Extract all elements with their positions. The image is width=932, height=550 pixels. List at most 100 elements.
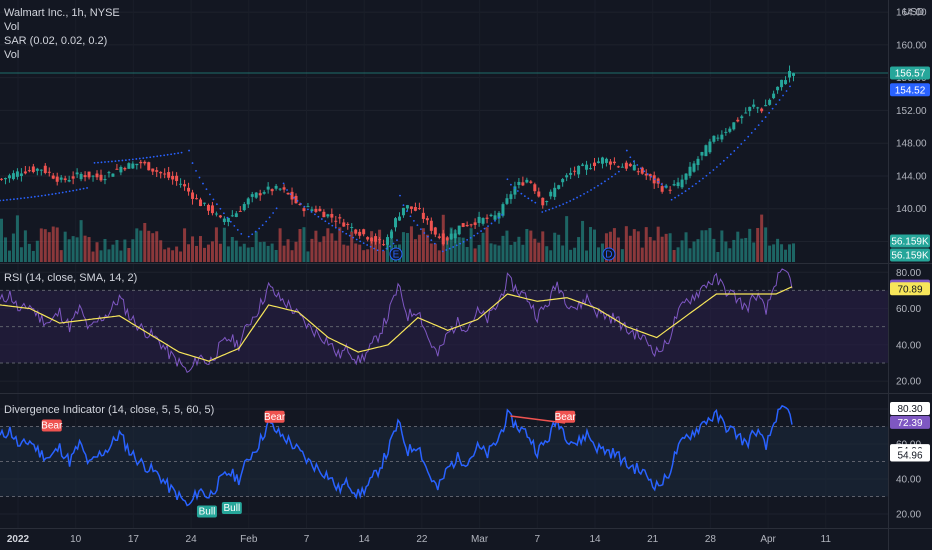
volume-bar (553, 232, 557, 262)
indicator-sar[interactable]: SAR (0.02, 0.02, 0.2) (4, 35, 108, 47)
volume-bar (318, 242, 322, 262)
candle (636, 171, 640, 173)
candle (258, 193, 262, 196)
sar-dot (726, 156, 729, 159)
price-tick-label: 140.00 (896, 204, 927, 215)
chart-title[interactable]: Walmart Inc., 1h, NYSE (4, 7, 120, 19)
sar-dot (483, 227, 486, 230)
candle (553, 187, 557, 197)
candle (250, 194, 254, 197)
volume-bar (521, 244, 525, 262)
sar-dot (625, 149, 628, 152)
sar-dot (617, 170, 620, 173)
volume-bar (242, 243, 246, 262)
time-tick-label: Apr (760, 534, 776, 545)
divergence-title[interactable]: Divergence Indicator (14, close, 5, 5, 6… (4, 404, 215, 416)
bull-label-box[interactable] (196, 505, 217, 518)
divergence-plain-tag-box[interactable] (890, 401, 930, 415)
volume-bar (660, 236, 664, 262)
bear-label-box[interactable] (555, 410, 576, 423)
currency-label[interactable]: USD (903, 7, 925, 18)
volume-tag-2-box[interactable] (890, 248, 930, 262)
candle (87, 171, 91, 178)
sar-dot (33, 195, 36, 198)
volume-bar (43, 229, 47, 262)
price-price-tag-box[interactable] (890, 66, 930, 80)
candle (585, 164, 589, 170)
sar-dot (426, 235, 429, 238)
sar-dot (173, 152, 176, 155)
candle (103, 178, 107, 181)
volume-bar (604, 233, 608, 262)
sar-dot (40, 194, 43, 197)
sar-dot (469, 236, 472, 239)
event-marker[interactable] (389, 247, 403, 261)
volume-bar (115, 239, 119, 262)
volume-bar (326, 228, 330, 262)
volume-tag-box[interactable] (890, 234, 930, 248)
candle (509, 194, 513, 200)
volume-bar (509, 244, 513, 262)
volume-bar (497, 245, 501, 262)
candle (366, 237, 370, 240)
divergence-plain-tag-box[interactable] (890, 448, 930, 462)
sar-dot (268, 216, 271, 219)
candle (792, 73, 795, 76)
sar-dot (396, 239, 398, 242)
candle (175, 175, 179, 182)
sar-dot (195, 169, 197, 172)
volume-bar (342, 244, 346, 262)
sar-dot (688, 187, 690, 190)
time-tick-label: 14 (359, 534, 371, 545)
volume-bar (286, 239, 290, 262)
candle (242, 204, 246, 211)
candle (493, 215, 497, 220)
volume-bar (390, 230, 394, 262)
volume-bar (537, 242, 541, 262)
sar-dot (743, 139, 746, 142)
bear-label: Bear (41, 421, 63, 432)
volume-bar (31, 250, 35, 262)
sar-dot (544, 209, 547, 212)
sar-dot (258, 227, 261, 230)
candle (708, 141, 712, 153)
candle (123, 168, 127, 170)
rsi-ma-tag-box[interactable] (890, 282, 930, 296)
sar-dot (670, 198, 673, 201)
event-marker[interactable] (602, 247, 616, 261)
candle (728, 128, 732, 132)
bull-label-box[interactable] (221, 502, 242, 514)
sar-dot (789, 85, 791, 88)
candle (760, 108, 764, 112)
sar-price-tag-box[interactable] (890, 83, 930, 97)
indicator-vol[interactable]: Vol (4, 21, 20, 33)
time-tick-label: 10 (70, 534, 82, 545)
volume-bar (712, 238, 716, 262)
bear-label-box[interactable] (264, 410, 285, 423)
candle (748, 106, 752, 112)
volume-tag-2: 56.159K (891, 251, 929, 262)
candle (294, 195, 298, 204)
sar-dot (709, 172, 711, 174)
sar-dot (660, 183, 663, 186)
volume-bar (728, 248, 732, 262)
volume-bar (298, 229, 302, 262)
sar-dot (117, 159, 120, 162)
bear-label-box[interactable] (41, 419, 62, 432)
rsi-title[interactable]: RSI (14, close, SMA, 14, 2) (4, 272, 138, 284)
sar-dot (111, 160, 113, 163)
sar-dot (586, 191, 589, 193)
sar-dot (334, 226, 337, 229)
divergence-rsi-tag-box[interactable] (890, 415, 930, 429)
sar-dot (448, 247, 451, 250)
sar-dot (376, 249, 379, 252)
sar-dot (736, 146, 739, 149)
volume-bar (266, 245, 270, 262)
indicator-vol-2[interactable]: Vol (4, 49, 20, 61)
sar-dot (782, 94, 784, 97)
sar-dot (170, 153, 173, 156)
volume-bar (596, 247, 600, 262)
candle (784, 80, 788, 85)
sar-dot (740, 143, 743, 145)
